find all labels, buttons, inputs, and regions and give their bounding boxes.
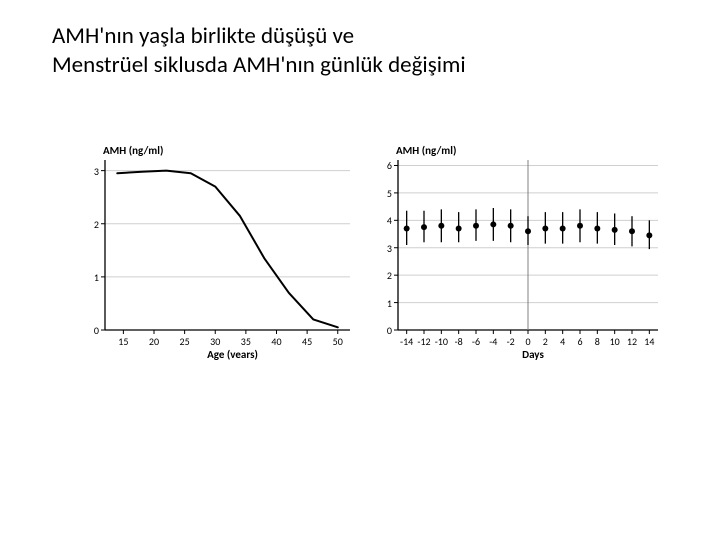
y-axis-label: AMH (ng/ml) [103, 144, 163, 157]
y-tick-label: 1 [387, 297, 392, 310]
data-marker [542, 226, 548, 232]
x-tick-label: 40 [267, 335, 287, 348]
data-marker [404, 226, 410, 232]
data-marker [612, 227, 618, 233]
x-tick-label: 30 [205, 335, 225, 348]
age-chart: 0 1 2 3 15 20 25 30 35 40 45 50 AMH (ng/ml) Age (vear… [70, 140, 358, 358]
days-chart: 0123456-14-12-10-8-6-4-202468101214AMH (… [368, 140, 666, 358]
y-tick-label: 5 [387, 187, 392, 200]
y-tick-label: 6 [387, 159, 392, 172]
y-tick-label: 2 [387, 269, 392, 282]
age-line [117, 171, 337, 328]
days-chart-svg [368, 140, 666, 358]
data-marker [421, 224, 427, 230]
x-tick-label: 35 [236, 335, 256, 348]
data-marker [456, 226, 462, 232]
data-marker [629, 228, 635, 234]
x-tick-label: 45 [297, 335, 317, 348]
y-tick-label: 0 [94, 324, 99, 337]
y-axis-label: AMH (ng/ml) [396, 144, 456, 157]
y-tick-label: 1 [94, 271, 99, 284]
data-marker [594, 226, 600, 232]
age-chart-svg [70, 140, 358, 358]
data-marker [646, 232, 652, 238]
slide: AMH'nın yaşla birlikte düşüşü ve Menstrü… [0, 0, 720, 540]
title-line-1: AMH'nın yaşla birlikte düşüşü ve [52, 22, 354, 50]
slide-title: AMH'nın yaşla birlikte düşüşü ve Menstrü… [52, 22, 672, 80]
x-tick-label: 14 [639, 335, 659, 348]
y-tick-label: 2 [94, 218, 99, 231]
data-marker [525, 228, 531, 234]
data-marker [438, 223, 444, 229]
x-tick-label: 25 [175, 335, 195, 348]
y-tick-label: 4 [387, 214, 392, 227]
x-tick-label: 15 [113, 335, 133, 348]
x-axis-label: Age (vears) [193, 348, 273, 361]
y-tick-label: 0 [387, 324, 392, 337]
data-marker [577, 223, 583, 229]
x-axis-label: Days [493, 348, 573, 361]
data-marker [560, 226, 566, 232]
title-line-2: Menstrüel siklusda AMH'nın günlük değişi… [52, 51, 466, 79]
data-marker [473, 223, 479, 229]
data-marker [490, 221, 496, 227]
x-tick-label: 20 [144, 335, 164, 348]
x-tick-label: 50 [328, 335, 348, 348]
y-tick-label: 3 [387, 242, 392, 255]
y-tick-label: 3 [94, 165, 99, 178]
data-marker [508, 223, 514, 229]
chart-row: 01231520253035404550AMH (ng/ml)Age (vear… [70, 140, 660, 370]
